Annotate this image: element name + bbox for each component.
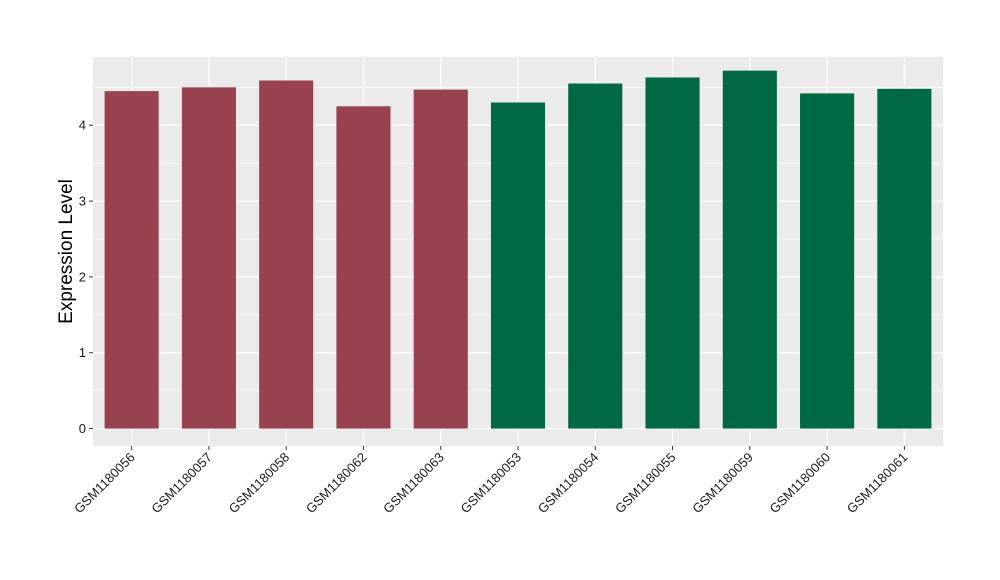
bar-GSM1180059 bbox=[722, 70, 777, 429]
bar-GSM1180056 bbox=[104, 91, 159, 429]
x-tick-label: GSM1180063 bbox=[380, 450, 447, 517]
bar-GSM1180062 bbox=[336, 106, 391, 429]
x-tick-label: GSM1180053 bbox=[457, 450, 524, 517]
bar-GSM1180061 bbox=[877, 88, 932, 429]
bar-GSM1180058 bbox=[259, 80, 314, 429]
x-tick-label: GSM1180055 bbox=[612, 450, 679, 517]
y-tick-label: 2 bbox=[79, 269, 86, 284]
x-tick-label: GSM1180056 bbox=[71, 450, 138, 517]
bar-GSM1180063 bbox=[413, 89, 468, 429]
bars bbox=[104, 70, 932, 429]
bar-GSM1180055 bbox=[645, 77, 700, 429]
y-axis: 0 1 2 3 4 bbox=[79, 118, 93, 436]
bar-GSM1180053 bbox=[490, 102, 546, 429]
x-tick-label: GSM1180061 bbox=[844, 450, 911, 517]
x-tick-label: GSM1180058 bbox=[226, 450, 293, 517]
x-axis: GSM1180056 GSM1180057 GSM1180058 GSM1180062… bbox=[71, 446, 910, 516]
bar-GSM1180060 bbox=[800, 93, 855, 429]
x-tick-label: GSM1180054 bbox=[535, 450, 602, 517]
bar-GSM1180054 bbox=[568, 83, 623, 429]
bar-GSM1180057 bbox=[181, 87, 236, 429]
y-tick-label: 3 bbox=[79, 194, 86, 209]
y-tick-label: 1 bbox=[79, 345, 86, 360]
x-tick-label: GSM1180057 bbox=[148, 450, 215, 517]
y-tick-label: 4 bbox=[79, 118, 86, 133]
x-tick-label: GSM1180059 bbox=[689, 450, 756, 517]
x-tick-label: GSM1180060 bbox=[767, 450, 834, 517]
y-axis-label: Expression Level bbox=[56, 179, 77, 324]
x-tick-label: GSM1180062 bbox=[303, 450, 370, 517]
y-tick-label: 0 bbox=[79, 421, 86, 436]
